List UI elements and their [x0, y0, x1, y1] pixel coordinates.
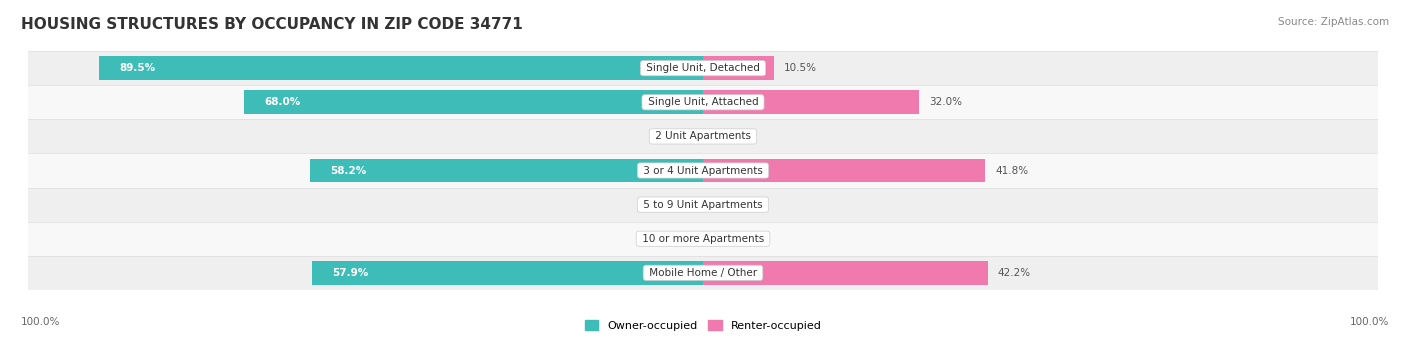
Legend: Owner-occupied, Renter-occupied: Owner-occupied, Renter-occupied — [581, 316, 825, 336]
Text: 3 or 4 Unit Apartments: 3 or 4 Unit Apartments — [640, 165, 766, 176]
Text: 2 Unit Apartments: 2 Unit Apartments — [652, 131, 754, 142]
Text: HOUSING STRUCTURES BY OCCUPANCY IN ZIP CODE 34771: HOUSING STRUCTURES BY OCCUPANCY IN ZIP C… — [21, 17, 523, 32]
Text: Source: ZipAtlas.com: Source: ZipAtlas.com — [1278, 17, 1389, 27]
Text: 42.2%: 42.2% — [998, 268, 1031, 278]
Bar — [312, 261, 703, 285]
Bar — [28, 188, 1378, 222]
Text: 5 to 9 Unit Apartments: 5 to 9 Unit Apartments — [640, 199, 766, 210]
Text: 0.0%: 0.0% — [713, 234, 740, 244]
Text: Mobile Home / Other: Mobile Home / Other — [645, 268, 761, 278]
Text: 58.2%: 58.2% — [330, 165, 367, 176]
Text: 68.0%: 68.0% — [264, 97, 301, 107]
Bar — [703, 90, 920, 114]
Bar — [28, 256, 1378, 290]
Bar — [703, 159, 986, 182]
Text: 0.0%: 0.0% — [713, 131, 740, 142]
Text: 89.5%: 89.5% — [120, 63, 155, 73]
Text: Single Unit, Attached: Single Unit, Attached — [644, 97, 762, 107]
Bar — [28, 153, 1378, 188]
Text: Single Unit, Detached: Single Unit, Detached — [643, 63, 763, 73]
Text: 0.0%: 0.0% — [666, 131, 693, 142]
Text: 10 or more Apartments: 10 or more Apartments — [638, 234, 768, 244]
Bar — [245, 90, 703, 114]
Bar — [703, 56, 773, 80]
Bar — [28, 119, 1378, 153]
Bar — [311, 159, 703, 182]
Bar — [28, 222, 1378, 256]
Text: 32.0%: 32.0% — [929, 97, 962, 107]
Bar — [28, 51, 1378, 85]
Text: 0.0%: 0.0% — [713, 199, 740, 210]
Text: 57.9%: 57.9% — [332, 268, 368, 278]
Text: 100.0%: 100.0% — [21, 317, 60, 327]
Text: 10.5%: 10.5% — [785, 63, 817, 73]
Bar — [98, 56, 703, 80]
Bar — [28, 85, 1378, 119]
Text: 100.0%: 100.0% — [1350, 317, 1389, 327]
Text: 0.0%: 0.0% — [666, 199, 693, 210]
Bar — [703, 261, 988, 285]
Text: 0.0%: 0.0% — [666, 234, 693, 244]
Text: 41.8%: 41.8% — [995, 165, 1028, 176]
